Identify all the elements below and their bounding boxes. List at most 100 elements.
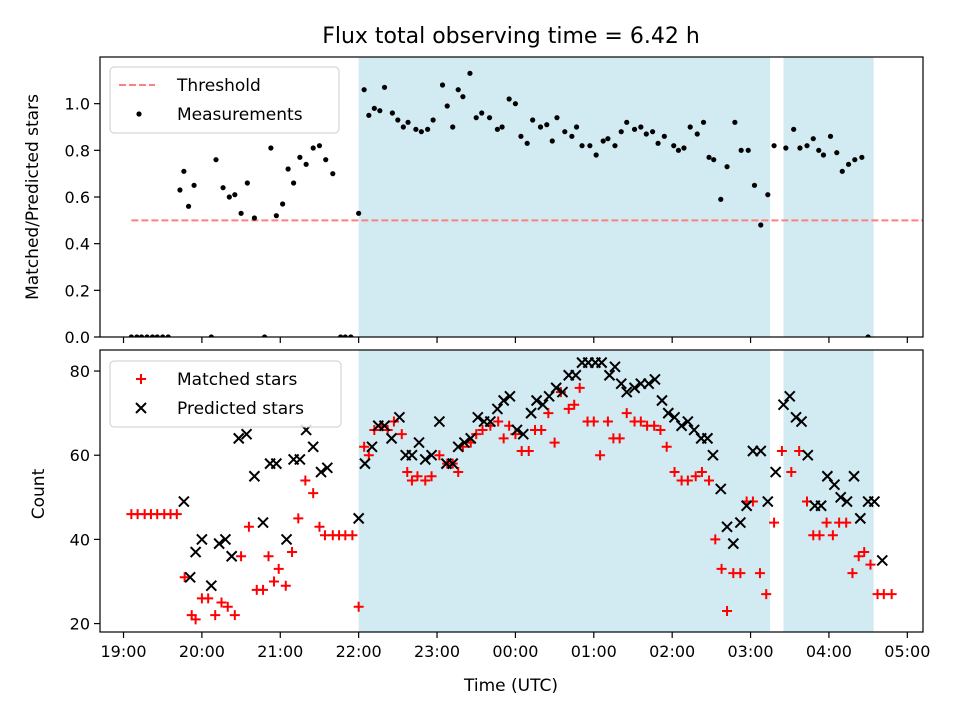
observing-interval bbox=[783, 350, 874, 632]
matched-star-point bbox=[841, 517, 852, 528]
matched-star-point bbox=[171, 509, 182, 520]
matched-star-point bbox=[229, 610, 240, 621]
predicted-star-point bbox=[868, 495, 881, 508]
matched-star-point bbox=[426, 471, 437, 482]
measurement-point bbox=[154, 334, 160, 337]
y-tick-label: 60 bbox=[70, 446, 90, 465]
matched-star-point bbox=[588, 416, 599, 427]
predicted-star-point bbox=[447, 457, 459, 470]
predicted-star-point bbox=[257, 516, 269, 529]
matched-star-point bbox=[308, 488, 319, 499]
predicted-star-point bbox=[707, 449, 719, 461]
measurement-point bbox=[865, 334, 871, 337]
predicted-star-point bbox=[393, 411, 406, 424]
measurement-point bbox=[208, 334, 214, 337]
legend: Threshold Measurements bbox=[109, 66, 340, 134]
predicted-star-point bbox=[525, 407, 537, 419]
matched-star-point bbox=[353, 601, 364, 612]
measurement-point bbox=[185, 203, 192, 209]
measurement-point bbox=[220, 185, 226, 191]
matched-star-point bbox=[434, 450, 445, 461]
legend-predicted-swatch bbox=[135, 402, 147, 414]
bottom-y-axis-label: Count bbox=[29, 468, 49, 519]
measurement-point bbox=[244, 180, 250, 186]
matched-star-point bbox=[661, 441, 672, 452]
predicted-star-point bbox=[755, 445, 767, 457]
measurement-point bbox=[371, 105, 377, 111]
measurement-point bbox=[389, 110, 395, 116]
predicted-star-point bbox=[550, 382, 562, 394]
predicted-star-point bbox=[240, 428, 253, 440]
measurement-point bbox=[612, 143, 618, 149]
matched-star-point bbox=[396, 429, 407, 440]
x-tick-label: 05:00 bbox=[884, 642, 930, 661]
y-tick-label: 0.0 bbox=[65, 328, 90, 347]
measurement-point bbox=[732, 119, 738, 125]
measurement-point bbox=[681, 145, 687, 151]
measurement-point bbox=[512, 101, 519, 107]
measurement-point bbox=[160, 334, 166, 337]
measurement-point bbox=[400, 124, 406, 130]
measurement-point bbox=[724, 164, 730, 170]
predicted-star-point bbox=[366, 441, 378, 453]
predicted-star-point bbox=[225, 550, 238, 562]
predicted-star-point bbox=[656, 394, 668, 407]
measurement-point bbox=[562, 129, 568, 135]
predicted-star-point bbox=[848, 470, 860, 482]
matched-star-point bbox=[222, 601, 233, 612]
measurement-point bbox=[280, 201, 286, 207]
matched-star-point bbox=[549, 437, 560, 448]
measurement-point bbox=[624, 119, 630, 125]
y-tick-label: 40 bbox=[70, 530, 90, 549]
measurement-point bbox=[711, 157, 717, 163]
measurement-point bbox=[316, 143, 323, 149]
measurement-point bbox=[687, 124, 693, 130]
predicted-star-point bbox=[491, 403, 504, 415]
chart-title: Flux total observing time = 6.42 h bbox=[322, 24, 700, 49]
matched-star-point bbox=[769, 517, 780, 528]
legend-label: Predicted stars bbox=[177, 399, 304, 419]
matched-star-point bbox=[287, 547, 298, 558]
measurement-point bbox=[425, 126, 431, 132]
matched-star-point bbox=[690, 471, 701, 482]
top-y-axis-label: Matched/Predicted stars bbox=[23, 94, 43, 300]
measurement-point bbox=[479, 110, 485, 116]
predicted-star-point bbox=[315, 466, 327, 478]
x-tick-label: 00:00 bbox=[492, 642, 538, 661]
measurement-point bbox=[706, 154, 712, 160]
measurement-point bbox=[700, 119, 707, 125]
matched-star-point bbox=[655, 424, 666, 435]
x-tick-label: 19:00 bbox=[100, 642, 146, 661]
matched-star-point bbox=[886, 589, 897, 600]
predicted-star-point bbox=[876, 554, 888, 567]
measurement-point bbox=[291, 180, 297, 186]
predicted-star-point bbox=[621, 386, 633, 398]
matched-star-point bbox=[865, 559, 876, 570]
matched-star-point bbox=[814, 530, 825, 541]
measurement-point bbox=[738, 147, 744, 153]
predicted-star-point bbox=[854, 512, 867, 525]
predicted-star-point bbox=[834, 491, 847, 504]
legend-box bbox=[109, 66, 340, 134]
predicted-star-point bbox=[682, 415, 694, 428]
matched-star-point bbox=[847, 568, 858, 579]
matched-star-point bbox=[754, 568, 765, 579]
matched-star-point bbox=[243, 521, 254, 532]
plot-area bbox=[128, 57, 923, 337]
matched-star-point bbox=[269, 576, 280, 587]
legend: Matched stars Predicted stars bbox=[109, 360, 342, 428]
predicted-star-point bbox=[213, 537, 225, 550]
measurement-point bbox=[262, 334, 268, 337]
matched-star-point bbox=[412, 471, 423, 482]
measurement-point bbox=[361, 87, 367, 93]
matched-star-point bbox=[614, 433, 625, 444]
measurement-point bbox=[330, 171, 336, 177]
measurement-point bbox=[745, 147, 751, 153]
predicted-star-point bbox=[307, 441, 319, 453]
matched-star-point bbox=[602, 416, 613, 427]
measurement-point bbox=[816, 147, 822, 153]
matched-star-point bbox=[258, 584, 269, 595]
measurement-point bbox=[771, 143, 777, 149]
measurement-point bbox=[251, 215, 258, 221]
measurement-point bbox=[486, 115, 493, 121]
